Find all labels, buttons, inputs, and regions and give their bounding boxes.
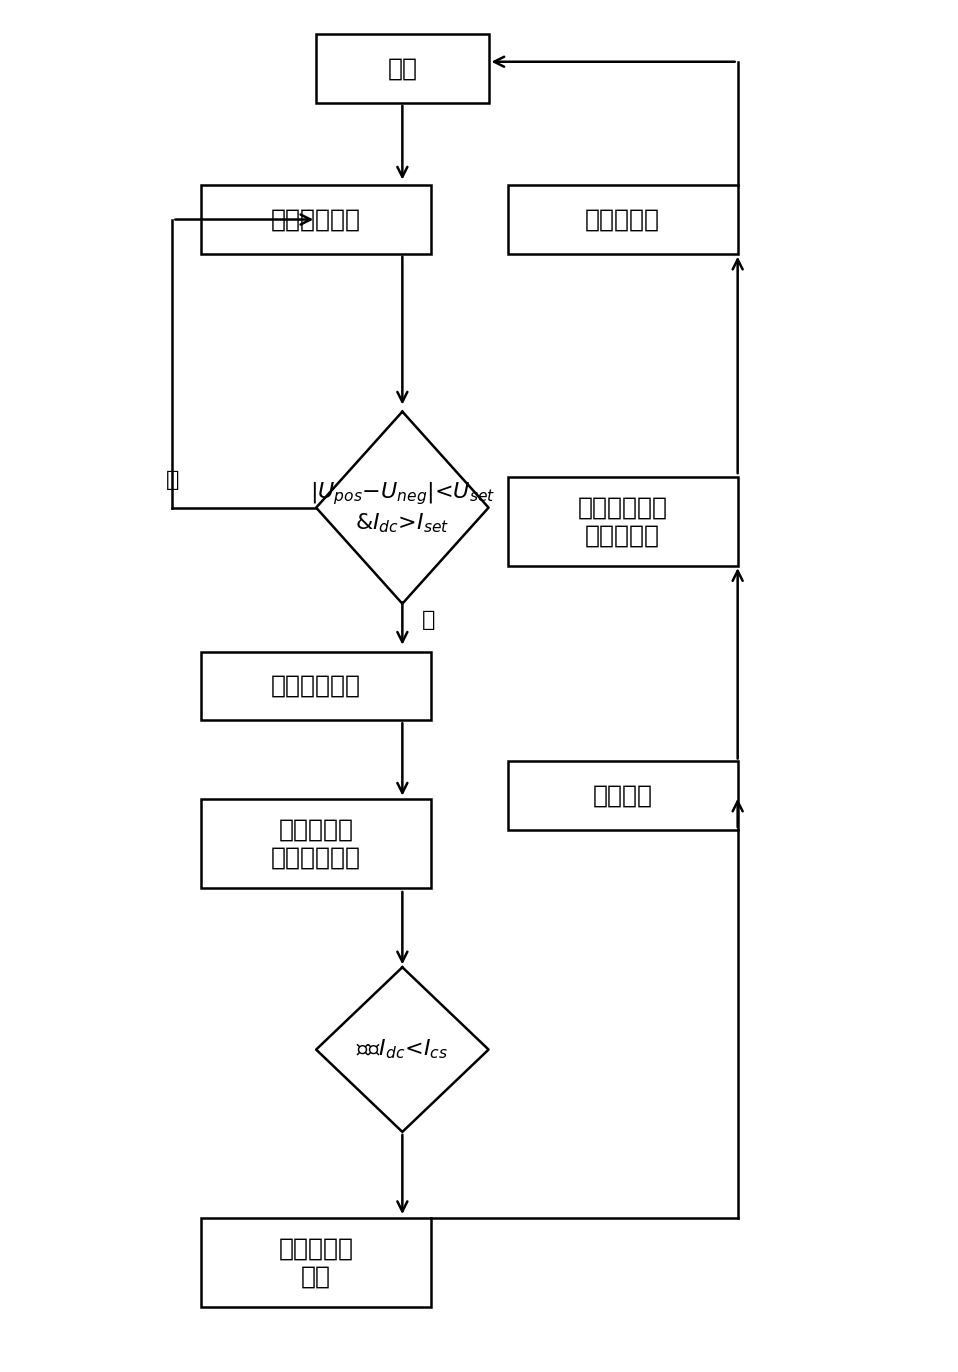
Polygon shape bbox=[316, 967, 489, 1132]
FancyBboxPatch shape bbox=[201, 652, 431, 720]
FancyBboxPatch shape bbox=[201, 799, 431, 889]
Text: 清除故障: 清除故障 bbox=[593, 783, 652, 808]
Text: 闭锁换流器
投入限流电阻: 闭锁换流器 投入限流电阻 bbox=[271, 818, 361, 870]
FancyBboxPatch shape bbox=[201, 185, 431, 254]
FancyBboxPatch shape bbox=[508, 761, 738, 830]
FancyBboxPatch shape bbox=[201, 1218, 431, 1306]
Text: 直流断路器
跳闸: 直流断路器 跳闸 bbox=[279, 1236, 354, 1288]
Text: 采样$I_{dc}$<$I_{cs}$: 采样$I_{dc}$<$I_{cs}$ bbox=[356, 1037, 448, 1062]
Text: 否: 否 bbox=[166, 471, 179, 490]
Text: 极间短路故障: 极间短路故障 bbox=[271, 674, 361, 698]
Text: 运行: 运行 bbox=[387, 56, 418, 81]
FancyBboxPatch shape bbox=[508, 476, 738, 565]
FancyBboxPatch shape bbox=[508, 185, 738, 254]
FancyBboxPatch shape bbox=[316, 34, 489, 103]
Text: 实时故障检测: 实时故障检测 bbox=[271, 207, 361, 232]
Text: |$U_{pos}$−$U_{neg}$|<$U_{set}$
&$I_{dc}$>$I_{set}$: |$U_{pos}$−$U_{neg}$|<$U_{set}$ &$I_{dc}… bbox=[309, 480, 495, 535]
Text: 是: 是 bbox=[422, 611, 435, 630]
Text: 换流器解锁: 换流器解锁 bbox=[585, 207, 660, 232]
Polygon shape bbox=[316, 412, 489, 604]
Text: 切除限流模块
断路器闭合: 切除限流模块 断路器闭合 bbox=[578, 495, 668, 547]
